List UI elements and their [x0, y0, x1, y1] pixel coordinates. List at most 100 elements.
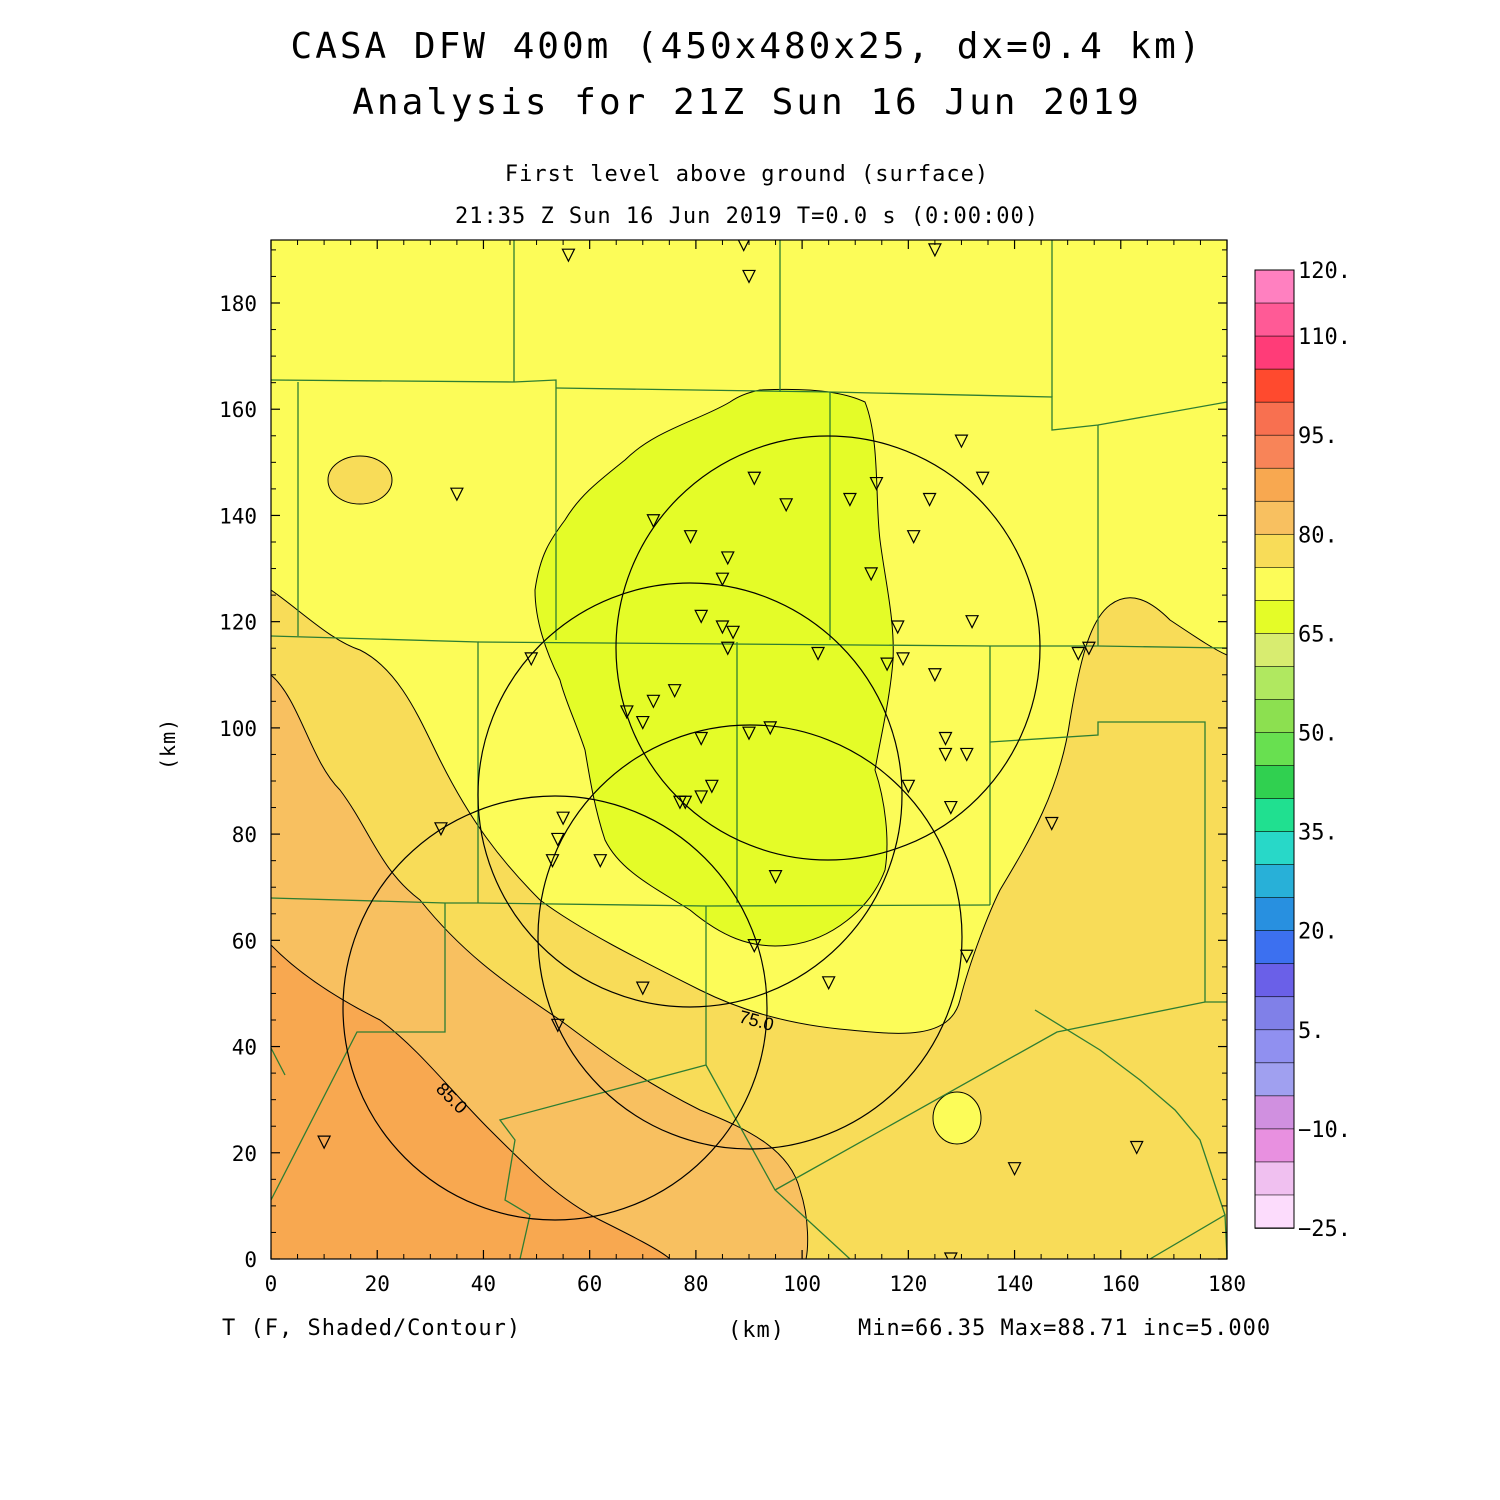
- chart-subtitle: Analysis for 21Z Sun 16 Jun 2019: [352, 82, 1142, 123]
- station-marker: [811, 646, 826, 661]
- temperature-field: 75.0 85.0: [271, 240, 1227, 1259]
- x-tick-label: 0: [265, 1272, 278, 1296]
- y-axis-label: (km): [156, 717, 180, 770]
- station-marker: [901, 779, 916, 794]
- station-marker: [821, 976, 836, 991]
- station-marker: [927, 668, 942, 683]
- y-tick-label: 180: [219, 292, 257, 316]
- colorbar-swatch: [1254, 269, 1295, 304]
- colorbar-swatch: [1254, 600, 1295, 635]
- station-marker: [742, 269, 756, 284]
- colorbar-swatch: [1254, 368, 1295, 403]
- station-marker: [896, 652, 910, 667]
- colorbar-label: −10.: [1298, 1118, 1351, 1143]
- colorbar-swatch: [1254, 1095, 1295, 1130]
- colorbar-label: 65.: [1298, 622, 1338, 647]
- colorbar-swatch: [1254, 302, 1295, 337]
- y-tick-label: 120: [219, 611, 257, 635]
- level-label: First level above ground (surface): [504, 162, 990, 187]
- time-label: 21:35 Z Sun 16 Jun 2019 T=0.0 s (0:00:00…: [454, 204, 1040, 229]
- station-marker: [922, 492, 937, 507]
- y-tick-label: 0: [244, 1248, 257, 1272]
- colorbar-label: 80.: [1298, 523, 1338, 548]
- station-marker: [694, 731, 709, 746]
- colorbar-swatch: [1254, 1062, 1295, 1097]
- station-marker: [763, 721, 778, 736]
- colorbar-swatch: [1254, 963, 1295, 998]
- station-marker: [694, 790, 709, 805]
- colorbar-swatch: [1254, 467, 1295, 503]
- x-tick-label: 80: [683, 1272, 708, 1296]
- station-marker: [433, 822, 448, 837]
- station-marker: [965, 615, 980, 630]
- colorbar-label: 50.: [1298, 721, 1338, 746]
- station-marker: [672, 795, 687, 810]
- station-marker: [959, 747, 974, 762]
- station-marker: [317, 1135, 332, 1150]
- y-tick-label: 140: [219, 504, 257, 528]
- y-tick-label: 20: [232, 1142, 257, 1166]
- station-marker: [864, 567, 879, 582]
- field-spot-south: [932, 1091, 982, 1145]
- colorbar-swatch: [1254, 930, 1295, 965]
- y-tick-label: 40: [232, 1036, 257, 1060]
- variable-label: T (F, Shaded/Contour): [222, 1316, 522, 1341]
- y-tick-label: 60: [232, 929, 257, 953]
- station-marker: [619, 705, 634, 720]
- field-spot-west: [327, 455, 393, 505]
- colorbar-label: 20.: [1298, 920, 1338, 945]
- station-marker: [720, 641, 735, 656]
- x-tick-label: 160: [1102, 1272, 1140, 1296]
- station-marker: [550, 832, 565, 847]
- station-marker: [715, 620, 730, 635]
- colorbar-swatch: [1254, 897, 1295, 932]
- station-marker: [938, 731, 953, 746]
- station-marker: [726, 625, 741, 640]
- station-marker: [880, 657, 895, 672]
- station-marker: [890, 620, 905, 635]
- station-marker: [906, 530, 921, 545]
- colorbar-swatch: [1254, 633, 1295, 668]
- colorbar-swatch: [1254, 335, 1295, 370]
- colorbar-swatch: [1254, 1161, 1295, 1196]
- station-marker: [550, 1018, 565, 1033]
- stats-label: Min=66.35 Max=88.71 inc=5.000: [858, 1316, 1272, 1341]
- station-marker: [524, 652, 539, 667]
- station-marker: [954, 434, 969, 449]
- station-marker: [842, 492, 857, 507]
- station-marker: [747, 471, 762, 486]
- x-axis-label: (km): [728, 1318, 785, 1343]
- station-marker: [694, 609, 709, 624]
- station-marker: [747, 939, 762, 953]
- station-marker: [683, 530, 698, 545]
- x-tick-label: 60: [577, 1272, 602, 1296]
- station-marker: [943, 800, 958, 815]
- station-marker: [975, 471, 990, 486]
- axis-ticks: 0 20 40 60 80 100 120 140 160 180 0 20 40 60 80 100 120 1…: [219, 240, 1246, 1296]
- station-marker: [667, 684, 682, 699]
- colorbar: 120. 110. 95. 80. 65. 50. 35. 20. 5. −10. −25.: [1254, 259, 1351, 1242]
- station-marker: [635, 981, 650, 996]
- station-marker: [593, 854, 608, 869]
- chart-title: CASA DFW 400m (450x480x25, dx=0.4 km): [290, 26, 1204, 67]
- colorbar-swatch: [1254, 1128, 1295, 1163]
- station-marker: [545, 854, 560, 869]
- colorbar-label: 120.: [1298, 259, 1351, 284]
- station-marker: [1071, 646, 1086, 661]
- colorbar-swatch: [1254, 699, 1295, 734]
- colorbar-swatch: [1254, 567, 1295, 602]
- colorbar-swatch: [1254, 500, 1295, 536]
- colorbar-swatch: [1254, 533, 1295, 569]
- station-marker: [449, 487, 464, 502]
- colorbar-swatch: [1254, 434, 1295, 470]
- station-marker: [943, 1252, 958, 1259]
- station-marker: [742, 726, 756, 741]
- colorbar-swatch: [1254, 666, 1295, 701]
- x-tick-label: 120: [889, 1272, 927, 1296]
- colorbar-swatch: [1254, 1194, 1295, 1229]
- colorbar-swatch: [1254, 996, 1295, 1031]
- x-tick-label: 140: [996, 1272, 1034, 1296]
- colorbar-swatch: [1254, 1029, 1295, 1064]
- colorbar-swatch: [1254, 798, 1295, 833]
- station-marker: [704, 779, 719, 794]
